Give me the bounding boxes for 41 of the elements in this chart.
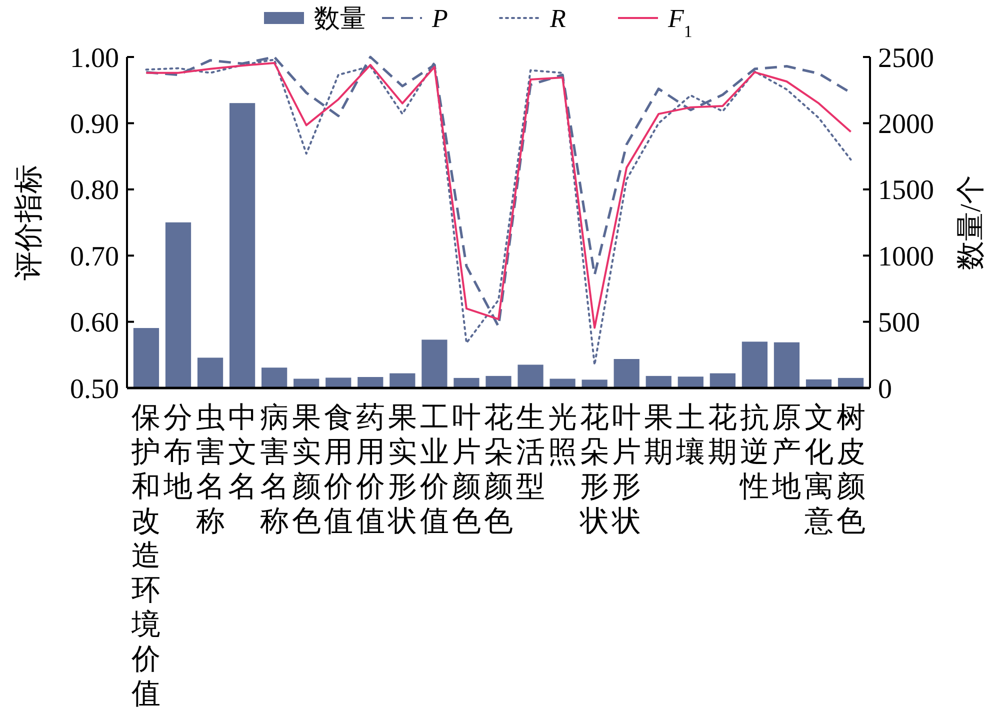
x-tick-label: 花朵颜色: [484, 402, 513, 538]
y2-tick-label: 500: [878, 308, 920, 339]
y-tick-label: 0.60: [70, 308, 119, 339]
x-tick-label: 花朵形状: [579, 402, 610, 538]
y-axis-title: 评价指标: [13, 164, 45, 280]
y-tick-label: 0.90: [70, 109, 119, 140]
x-tick-label: 土壤: [675, 402, 706, 468]
x-tick-label: 食用价值: [322, 402, 353, 538]
x-tick-label: 果期: [644, 402, 674, 468]
x-tick-label: 文化寓意: [803, 402, 834, 538]
y-tick-label: 0.80: [70, 175, 119, 206]
y2-tick-label: 2500: [878, 42, 934, 74]
x-tick-label: 花期: [708, 402, 738, 468]
y-tick-label: 0.50: [70, 374, 119, 405]
legend-label: R: [549, 4, 566, 33]
category-label: 保护和改造环境价值: [132, 402, 161, 710]
x-tick-label: 果实颜色: [292, 402, 321, 538]
x-tick-label: 分布地: [162, 402, 193, 503]
y2-axis-title: 数量/个: [955, 174, 987, 270]
y2-tick-label: 2000: [878, 109, 934, 140]
x-tick-label: 药用价值: [354, 402, 385, 538]
x-tick-label: 病害名称: [260, 402, 289, 538]
legend-label: 数量: [314, 4, 366, 33]
x-tick-label: 树皮颜色: [836, 402, 866, 538]
x-tick-label: 原产地: [771, 402, 802, 503]
x-tick-label: 果实形状: [386, 402, 417, 538]
x-tick-label: 虫害名称: [196, 402, 225, 538]
y2-tick-label: 1000: [878, 241, 934, 272]
x-tick-label: 叶片形状: [611, 402, 642, 538]
y-tick-label: 1.00: [70, 42, 119, 74]
x-tick-label: 抗逆性: [739, 402, 770, 503]
y2-tick-label: 0: [878, 374, 892, 405]
x-tick-label: 工业价值: [418, 402, 449, 538]
x-tick-label: 叶片颜色: [452, 402, 481, 538]
legend-label: P: [431, 4, 448, 33]
legend-label: F$_{1}$: [667, 4, 692, 40]
x-tick-label: 生活型: [516, 402, 546, 503]
y-tick-label: 0.70: [70, 241, 119, 272]
x-tick-label: 光照: [548, 402, 578, 468]
y2-tick-label: 1500: [878, 175, 934, 206]
x-tick-label: 中文名: [228, 402, 257, 503]
